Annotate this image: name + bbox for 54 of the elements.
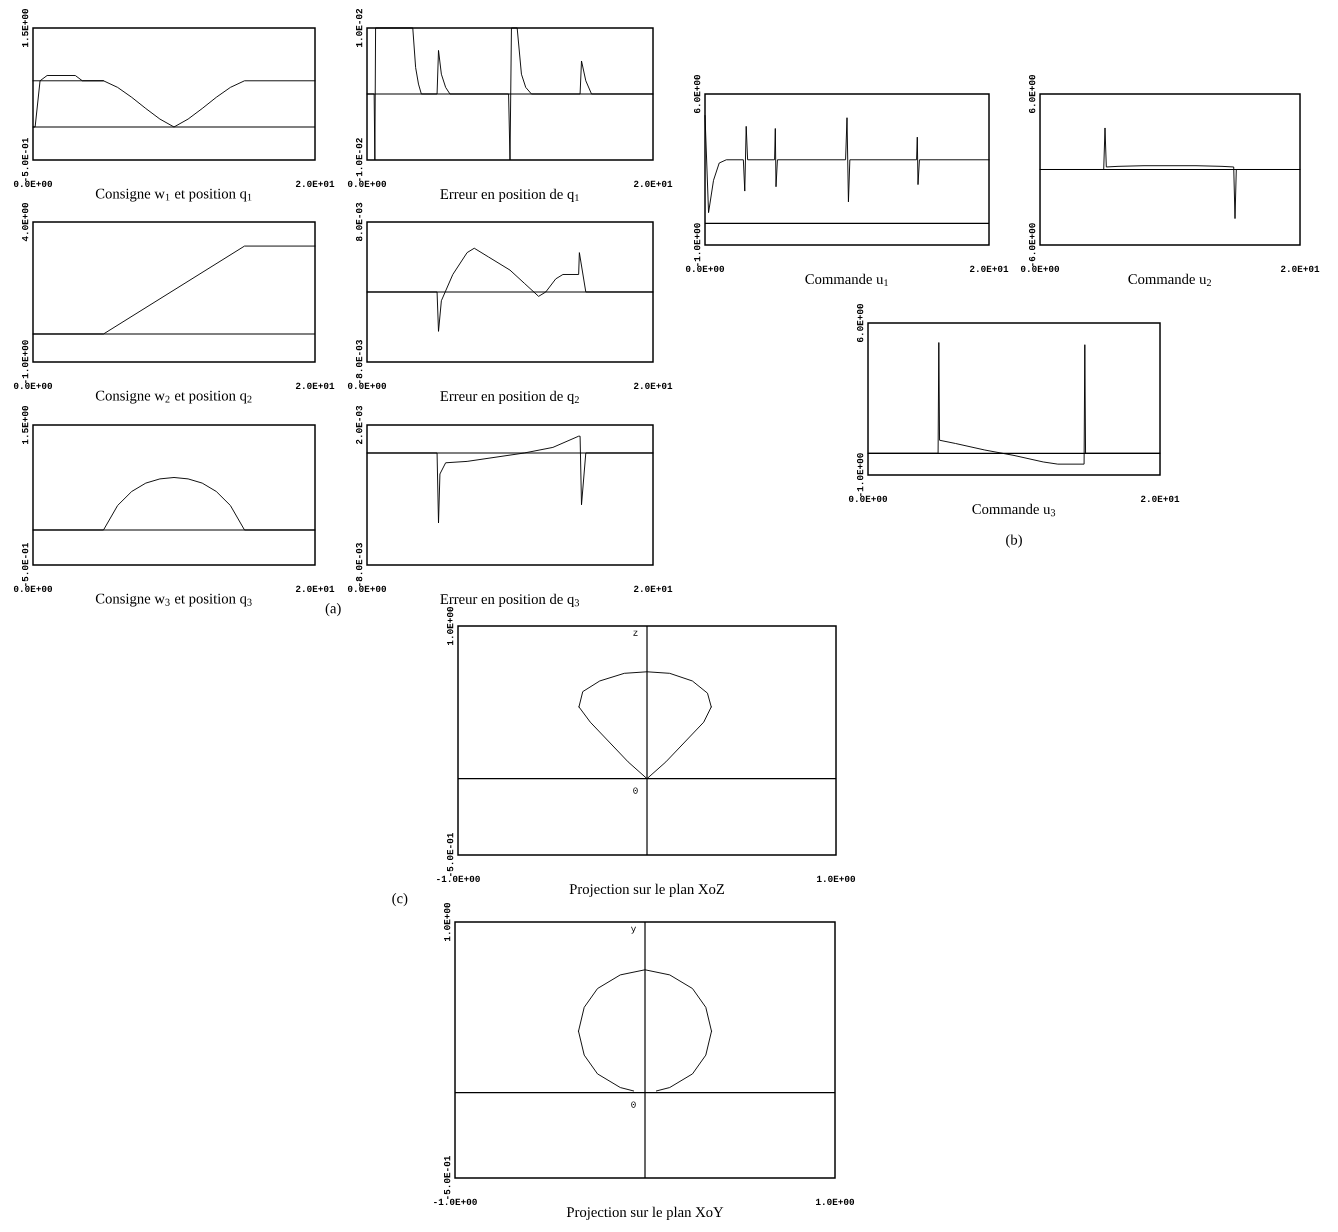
x-tick-label: 2.0E+01 [969,265,1009,273]
x-tick-label: 2.0E+01 [633,382,673,390]
x-tick-label: 0.0E+00 [347,382,387,390]
y-tick-label: -5.0E-01 [443,1156,451,1199]
y-tick-label: 2.0E-03 [355,405,363,445]
y-tick-label: 1.0E-02 [355,8,363,47]
y-tick-label: 6.0E+00 [693,74,701,114]
text: Consigne w$_{3}$ et position q$_{3}$ [95,593,252,607]
x-tick-label: 2.0E+01 [295,382,335,390]
x-tick-label: 0.0E+00 [347,180,387,188]
x-tick-label: 0.0E+00 [13,585,53,593]
text: Projection sur le plan XoY [566,1206,724,1220]
x-tick-label: 0.0E+00 [848,495,888,503]
text: (a) [325,603,341,617]
text: Consigne w$_{1}$ et position q$_{1}$ [95,188,252,202]
y-tick-label: 8.0E-03 [355,202,363,242]
text: (c) [392,893,408,907]
y-tick-label: -6.0E+00 [1028,223,1036,266]
y-tick-label: 1.0E+00 [443,902,451,941]
text: Commande u$_{2}$ [1128,273,1211,287]
x-tick-label: 2.0E+01 [633,180,673,188]
x-tick-label: 2.0E+01 [295,585,335,593]
y-tick-label: -1.0E-02 [355,138,363,181]
y-tick-label: 6.0E+00 [1028,74,1036,114]
text: Erreur en position de q$_{3}$ [440,593,580,607]
y-tick-label: 1.5E+00 [21,8,29,47]
text: Erreur en position de q$_{2}$ [440,390,579,404]
x-tick-label: 0.0E+00 [13,180,53,188]
ref-line-label: z [633,630,638,636]
x-tick-label: 0.0E+00 [347,585,387,593]
y-tick-label: -5.0E-01 [21,137,29,181]
text: Consigne w$_{2}$ et position q$_{2}$ [95,390,252,404]
x-tick-label: 2.0E+01 [1140,495,1180,503]
annotation: 0 [631,1101,636,1108]
x-tick-label: 0.0E+00 [1020,265,1060,273]
ref-line-label: y [630,926,636,934]
x-tick-label: 2.0E+01 [1280,265,1320,273]
x-tick-label: 0.0E+00 [13,382,53,390]
text: Commande u$_{1}$ [805,273,888,287]
annotation: 0 [633,787,638,794]
x-tick-label: 0.0E+00 [685,265,725,273]
text: (b) [1006,534,1022,548]
x-tick-label: 2.0E+01 [633,585,673,593]
y-tick-label: 1.5E+00 [21,405,29,444]
text: Projection sur le plan XoZ [569,883,725,897]
y-tick-label: 6.0E+00 [856,303,864,343]
y-tick-label: -5.0E-01 [21,542,29,586]
y-tick-label: -8.0E-03 [355,340,363,383]
y-tick-label: 4.0E+00 [21,202,29,242]
text: Commande u$_{3}$ [972,503,1056,517]
text: Erreur en position de q$_{1}$ [440,188,579,202]
y-tick-label: -8.0E-03 [355,543,363,586]
x-tick-label: 2.0E+01 [295,180,335,188]
y-tick-label: -5.0E-01 [446,832,454,876]
